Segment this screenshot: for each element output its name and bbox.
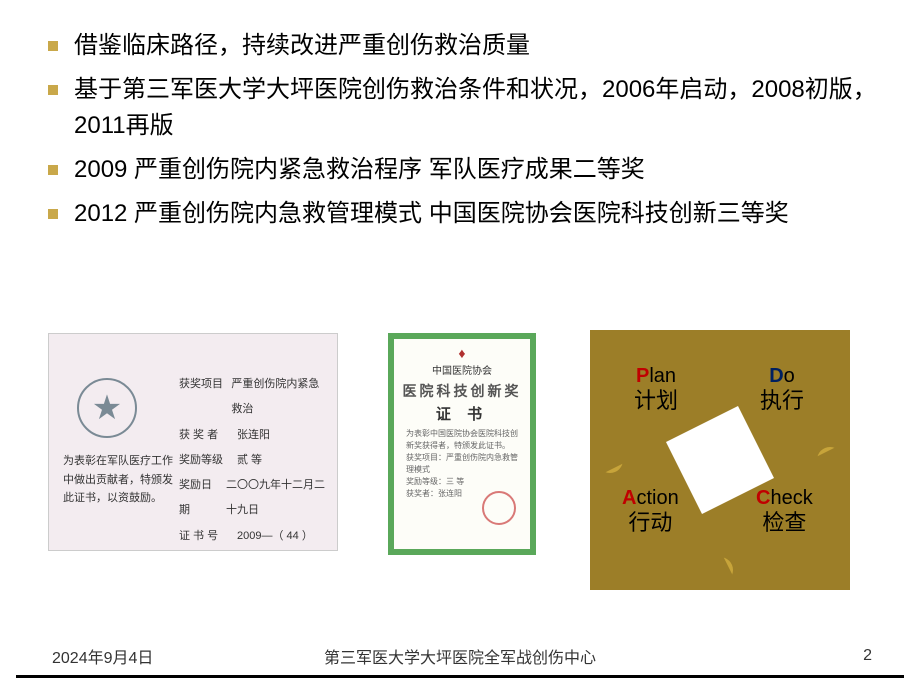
footer-center: 第三军医大学大坪医院全军战创伤中心 — [0, 644, 920, 668]
star-icon: ★ — [92, 391, 122, 425]
bullet-text: 2012 严重创伤院内急救管理模式 中国医院协会医院科技创新三等奖 — [74, 196, 880, 232]
bullet-item: 借鉴临床路径，持续改进严重创伤救治质量 — [48, 28, 880, 64]
bullet-marker-icon — [48, 209, 58, 219]
bullet-marker-icon — [48, 41, 58, 51]
bullet-item: 基于第三军医大学大坪医院创伤救治条件和状况，2006年启动，2008初版，201… — [48, 72, 880, 144]
bullet-item: 2009 严重创伤院内紧急救治程序 军队医疗成果二等奖 — [48, 152, 880, 188]
cert1-row: 获奖项目严重创伤院内紧急救治 — [179, 372, 329, 423]
bullet-marker-icon — [48, 165, 58, 175]
pdca-check: Check 检查 — [756, 486, 813, 536]
cert2-title2: 证 书 — [400, 403, 524, 424]
seal-icon — [482, 491, 516, 525]
cert1-left-text: 为表彰在军队医疗工作中做出贡献者，特颁发此证书，以资鼓励。 — [63, 452, 173, 508]
bullet-text: 2009 严重创伤院内紧急救治程序 军队医疗成果二等奖 — [74, 152, 880, 188]
pdca-plan: Plan 计划 — [634, 364, 678, 414]
cert1-row: 奖励等级贰 等 — [179, 448, 329, 473]
certificate-military: ★ 为表彰在军队医疗工作中做出贡献者，特颁发此证书，以资鼓励。 获奖项目严重创伤… — [48, 333, 338, 551]
bullet-item: 2012 严重创伤院内急救管理模式 中国医院协会医院科技创新三等奖 — [48, 196, 880, 232]
bullet-text: 借鉴临床路径，持续改进严重创伤救治质量 — [74, 28, 880, 64]
cert1-rows: 获奖项目严重创伤院内紧急救治 获 奖 者张连阳 奖励等级贰 等 奖励日期二〇〇九… — [179, 372, 329, 549]
pdca-cycle: Plan 计划 Do 执行 Action 行动 Check 检查 — [580, 330, 870, 590]
star-badge-icon: ★ — [77, 378, 137, 438]
cert1-row: 获 奖 者张连阳 — [179, 423, 329, 448]
certificate-hospital-assoc: ♦ 中国医院协会 医院科技创新奖 证 书 为表彰中国医院协会医院科技创新奖获得者… — [388, 333, 536, 555]
bullet-list: 借鉴临床路径，持续改进严重创伤救治质量 基于第三军医大学大坪医院创伤救治条件和状… — [0, 0, 920, 232]
image-row: ★ 为表彰在军队医疗工作中做出贡献者，特颁发此证书，以资鼓励。 获奖项目严重创伤… — [48, 333, 536, 555]
footer-divider — [16, 675, 904, 678]
footer: 2024年9月4日 第三军医大学大坪医院全军战创伤中心 2 — [0, 644, 920, 668]
cert1-row: 奖励日期二〇〇九年十二月二十九日 — [179, 473, 329, 524]
footer-page: 2 — [863, 647, 872, 665]
cert2-assoc: 中国医院协会 — [400, 362, 524, 377]
assoc-logo-icon: ♦ — [400, 345, 524, 361]
bullet-text: 基于第三军医大学大坪医院创伤救治条件和状况，2006年启动，2008初版，201… — [74, 72, 880, 144]
pdca-circle-icon — [590, 330, 850, 590]
bullet-marker-icon — [48, 85, 58, 95]
cert2-title1: 医院科技创新奖 — [400, 381, 524, 401]
pdca-do: Do 执行 — [760, 364, 804, 414]
cert1-row: 证 书 号2009―（ 44 ） — [179, 524, 329, 549]
pdca-action: Action 行动 — [622, 486, 679, 536]
